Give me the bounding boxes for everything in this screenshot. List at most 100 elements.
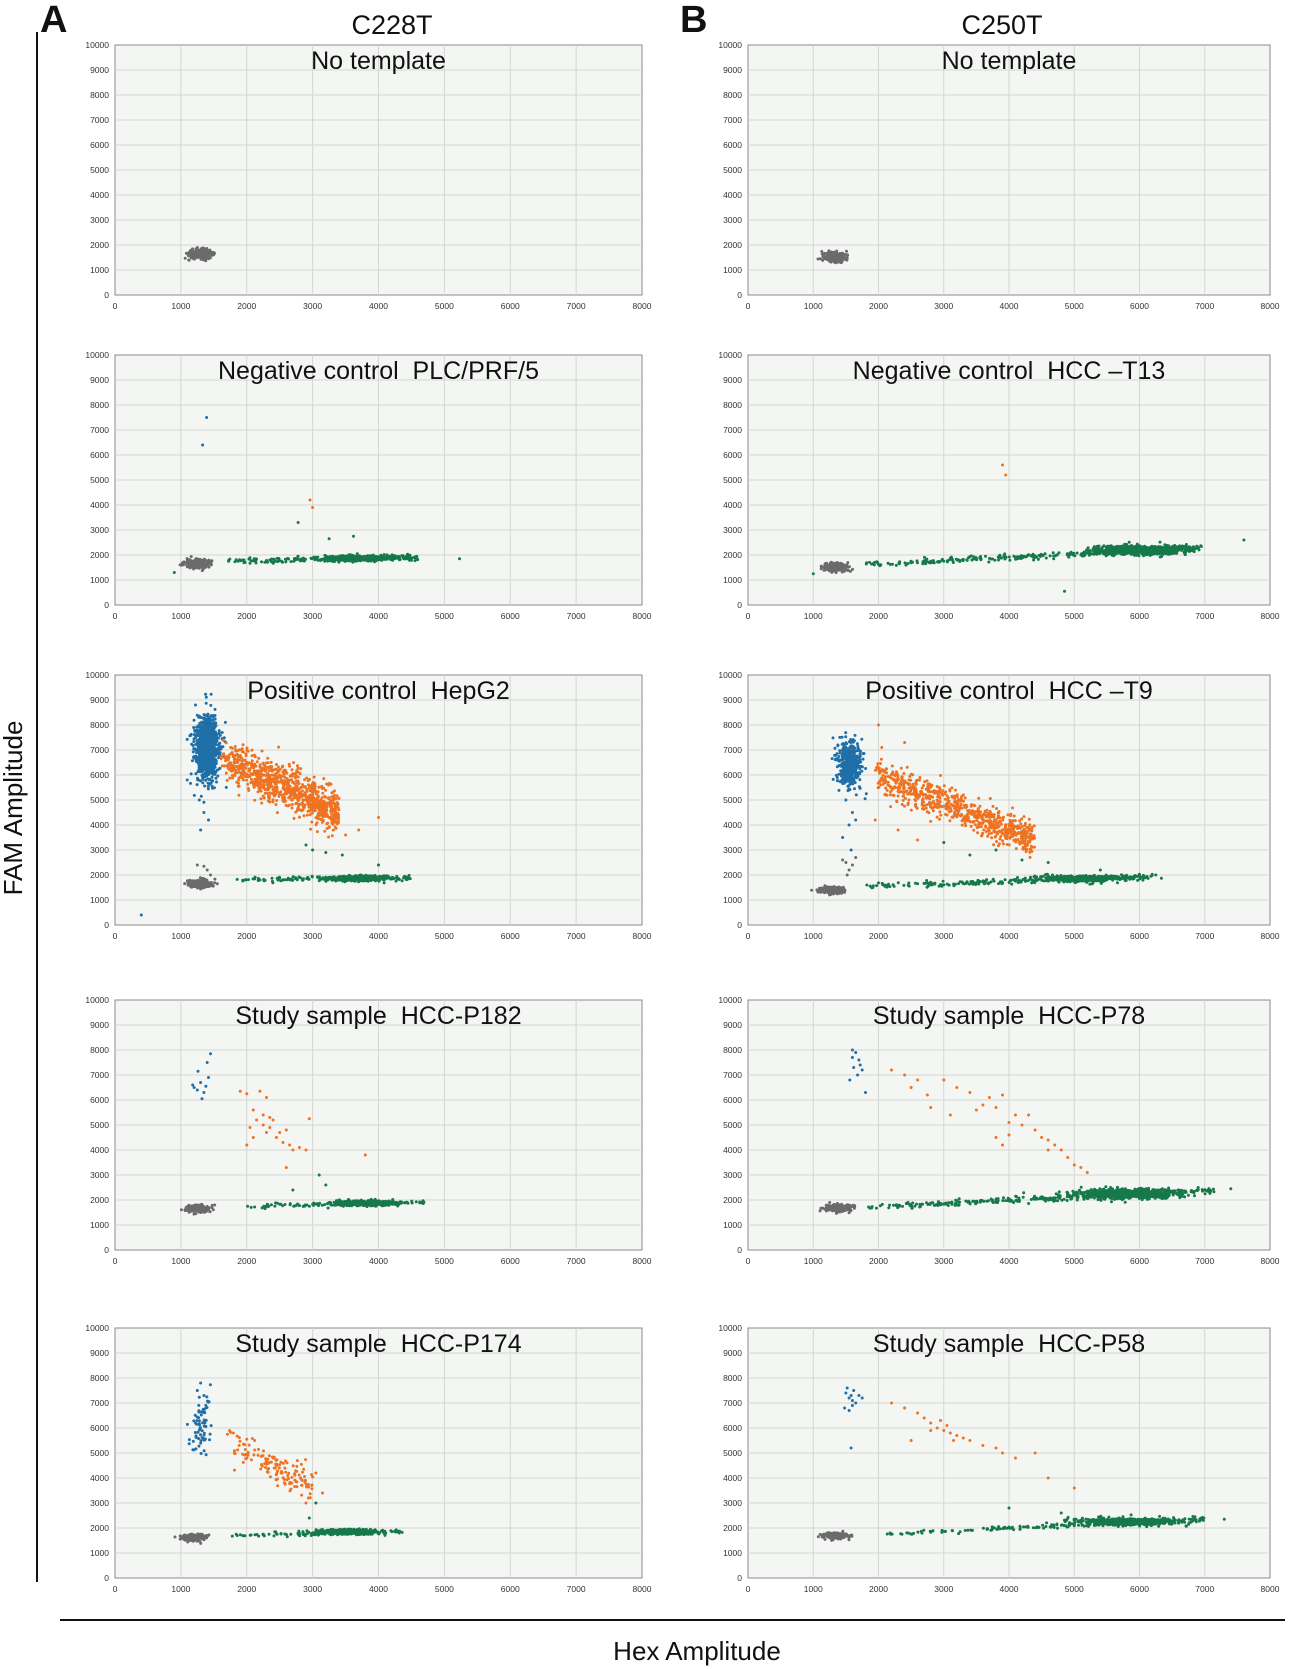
y-tick-label: 6000 — [90, 1423, 109, 1433]
droplet-point — [184, 1208, 188, 1212]
droplet-point — [326, 1202, 329, 1206]
x-tick-label: 8000 — [633, 611, 652, 621]
x-tick-label: 2000 — [237, 1256, 256, 1266]
droplet-point — [268, 765, 272, 769]
droplet-point — [251, 780, 255, 784]
droplet-point — [316, 804, 320, 808]
droplet-point — [281, 1141, 285, 1144]
droplet-point — [188, 253, 192, 257]
droplet-point — [331, 828, 335, 832]
droplet-point — [207, 756, 211, 760]
droplet-point — [296, 799, 300, 803]
droplet-point — [296, 555, 300, 559]
droplet-point — [233, 761, 236, 765]
droplet-point — [204, 254, 208, 258]
droplet-point — [209, 721, 213, 725]
droplet-point — [195, 783, 199, 787]
droplet-point — [197, 798, 201, 802]
droplet-point — [384, 1199, 388, 1203]
droplet-point — [290, 778, 293, 782]
droplet-point — [296, 779, 300, 783]
droplet-point — [183, 561, 187, 564]
droplet-point — [212, 721, 216, 725]
droplet-point — [172, 571, 176, 574]
droplet-point — [231, 755, 235, 759]
x-tick-label: 7000 — [567, 931, 586, 941]
droplet-point — [218, 766, 222, 770]
droplet-point — [185, 565, 189, 569]
droplet-point — [220, 731, 224, 734]
droplet-point — [248, 556, 252, 560]
droplet-point — [183, 256, 187, 260]
droplet-point — [394, 879, 398, 883]
droplet-point — [323, 800, 327, 804]
droplet-point — [203, 761, 207, 765]
droplet-point — [182, 1536, 186, 1540]
droplet-point — [198, 250, 202, 254]
droplet-point — [301, 803, 305, 807]
y-tick-label: 0 — [104, 1245, 109, 1255]
droplet-point — [301, 783, 305, 787]
droplet-point — [304, 1148, 308, 1152]
droplet-point — [260, 749, 264, 753]
droplet-point — [245, 778, 249, 782]
droplet-point — [200, 558, 203, 562]
droplet-point — [236, 559, 240, 563]
droplet-point — [273, 793, 277, 797]
droplet-point — [258, 780, 262, 783]
droplet-points — [183, 246, 216, 263]
droplet-point — [282, 784, 286, 788]
droplet-point — [247, 768, 251, 772]
y-tick-label: 0 — [104, 600, 109, 610]
y-tick-label: 2000 — [90, 870, 109, 880]
droplet-point — [197, 730, 201, 733]
droplet-point — [260, 801, 264, 805]
y-tick-label: 2000 — [90, 550, 109, 560]
droplet-point — [227, 767, 231, 771]
droplet-point — [322, 811, 326, 815]
droplet-point — [291, 1148, 295, 1152]
y-tick-label: 5000 — [90, 1120, 109, 1130]
droplet-point — [321, 791, 325, 795]
droplet-point — [318, 558, 322, 562]
droplet-point — [189, 256, 193, 260]
y-axis-title: FAM Amplitude — [0, 721, 28, 896]
y-tick-label: 9000 — [90, 1348, 109, 1358]
droplet-point — [238, 766, 242, 770]
droplet-point — [382, 881, 386, 885]
droplet-point — [363, 1153, 367, 1157]
droplet-point — [192, 737, 196, 741]
droplet-point — [210, 775, 214, 779]
droplet-point — [231, 776, 234, 780]
x-tick-label: 8000 — [633, 1584, 652, 1594]
droplet-point — [275, 811, 279, 815]
droplet-point — [242, 559, 246, 562]
y-tick-label: 5000 — [90, 1448, 109, 1458]
droplet-point — [232, 758, 236, 762]
droplet-point — [330, 791, 334, 795]
droplet-point — [410, 556, 414, 560]
droplet-point — [173, 1535, 177, 1539]
droplet-point — [333, 797, 337, 801]
droplet-point — [274, 767, 278, 771]
droplet-point — [201, 781, 205, 785]
droplet-point — [211, 779, 215, 783]
droplet-point — [195, 741, 199, 745]
droplet-point — [397, 877, 401, 881]
droplet-point — [299, 793, 303, 797]
droplet-point — [290, 803, 294, 806]
droplet-point — [195, 1088, 199, 1092]
droplet-point — [289, 560, 293, 564]
droplet-point — [389, 556, 392, 560]
droplet-point — [327, 825, 331, 829]
droplet-point — [240, 747, 244, 751]
y-tick-label: 3000 — [90, 1498, 109, 1508]
droplet-point — [185, 879, 189, 883]
x-tick-label: 6000 — [501, 931, 520, 941]
droplet-point — [251, 559, 255, 563]
droplet-point — [202, 557, 206, 561]
droplet-point — [204, 695, 208, 699]
droplet-point — [200, 726, 204, 730]
panel-letter-a: A — [40, 0, 67, 41]
droplet-point — [283, 1203, 287, 1206]
